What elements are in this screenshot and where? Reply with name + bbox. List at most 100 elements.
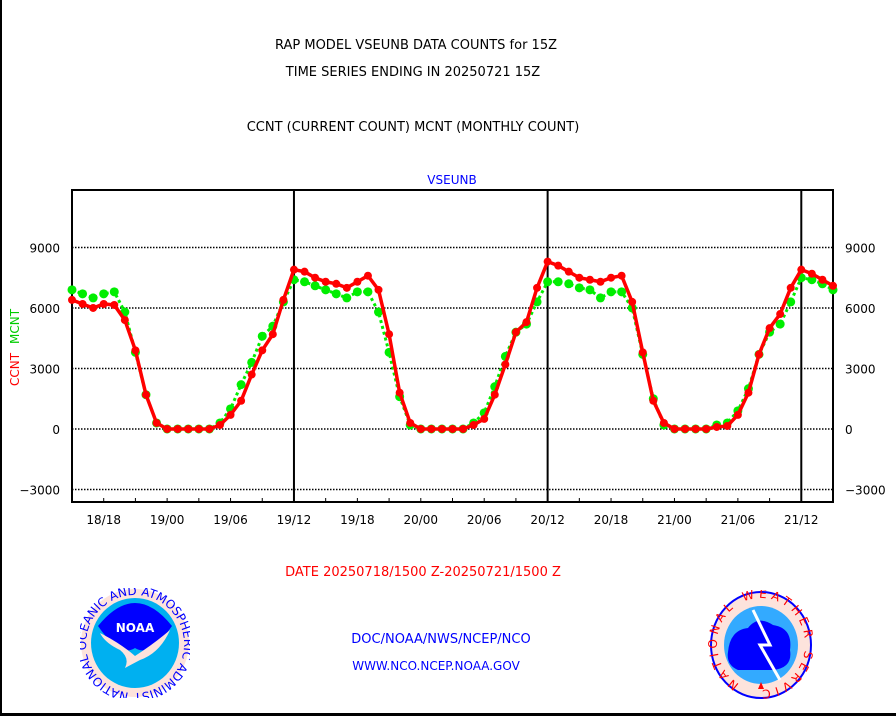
date-range: DATE 20250718/1500 Z-20250721/1500 Z [285, 565, 561, 580]
data-point-ccnt [184, 424, 193, 433]
data-point-ccnt [194, 424, 203, 433]
y-tick-label-right: 0 [845, 423, 853, 437]
data-point-ccnt [78, 299, 87, 308]
data-point-ccnt [152, 418, 161, 427]
data-point-ccnt [258, 346, 267, 355]
data-point-ccnt [712, 422, 721, 431]
data-point-mcnt [617, 287, 627, 297]
data-point-ccnt [131, 346, 140, 355]
data-point-ccnt [437, 424, 446, 433]
data-point-ccnt [829, 281, 837, 290]
data-point-ccnt [448, 424, 457, 433]
data-point-ccnt [691, 424, 700, 433]
data-point-mcnt [786, 297, 796, 307]
data-point-mcnt [374, 307, 384, 317]
plot-area-border [71, 189, 834, 503]
data-point-mcnt [585, 285, 595, 295]
ylabel-mcnt: MCNT [8, 308, 22, 344]
y-tick-label-left: 0 [52, 423, 60, 437]
chart-subtitle: TIME SERIES ENDING IN 20250721 15Z [285, 65, 541, 80]
data-point-ccnt [300, 267, 309, 276]
data-point-ccnt [279, 295, 288, 304]
data-point-ccnt [173, 424, 182, 433]
series-line-ccnt [71, 259, 834, 431]
data-point-mcnt [775, 319, 785, 329]
data-point-ccnt [374, 285, 383, 294]
data-point-ccnt [501, 360, 510, 369]
series-mcnt [67, 273, 838, 434]
data-point-ccnt [681, 424, 690, 433]
data-point-ccnt [744, 388, 753, 397]
data-point-ccnt [617, 271, 626, 280]
data-point-ccnt [511, 328, 520, 337]
data-point-ccnt [215, 420, 224, 429]
data-point-ccnt [247, 370, 256, 379]
x-tick-label: 21/06 [721, 513, 756, 527]
data-point-mcnt [363, 287, 373, 297]
series-description: CCNT (CURRENT COUNT) MCNT (MONTHLY COUNT… [246, 120, 580, 135]
data-point-mcnt [342, 293, 352, 303]
data-point-ccnt [342, 283, 351, 292]
x-tick-label: 21/12 [784, 513, 819, 527]
data-point-ccnt [596, 277, 605, 286]
data-point-ccnt [628, 297, 637, 306]
org-label: DOC/NOAA/NWS/NCEP/NCO [351, 632, 531, 647]
data-point-ccnt [427, 424, 436, 433]
data-point-mcnt [67, 285, 77, 295]
data-point-mcnt [300, 277, 310, 287]
data-point-ccnt [638, 348, 647, 357]
data-point-ccnt [765, 324, 774, 333]
data-point-mcnt [543, 277, 553, 287]
data-point-ccnt [237, 396, 246, 405]
x-tick-label: 19/18 [340, 513, 375, 527]
data-point-ccnt [395, 388, 404, 397]
x-tick-label: 18/18 [86, 513, 121, 527]
data-point-ccnt [385, 330, 394, 339]
x-tick-label: 19/06 [213, 513, 248, 527]
noaa-logo-text: NOAA [116, 621, 155, 635]
data-point-ccnt [575, 273, 584, 282]
data-point-ccnt [99, 299, 108, 308]
website-link[interactable]: WWW.NCO.NCEP.NOAA.GOV [352, 659, 520, 673]
x-tick-label: 20/06 [467, 513, 502, 527]
y-tick-label-left: 9000 [29, 241, 60, 255]
ylabel-ccnt: CCNT [8, 352, 22, 386]
data-point-ccnt [533, 283, 542, 292]
x-tick-label: 19/00 [150, 513, 185, 527]
data-point-ccnt [659, 418, 668, 427]
y-tick-label-right: 9000 [845, 241, 876, 255]
data-point-ccnt [564, 267, 573, 276]
x-tick-label: 20/18 [594, 513, 629, 527]
data-point-mcnt [247, 357, 257, 367]
data-point-ccnt [807, 269, 816, 278]
data-point-mcnt [78, 289, 88, 299]
data-point-ccnt [733, 410, 742, 419]
data-point-mcnt [257, 331, 267, 341]
chart-title: RAP MODEL VSEUNB DATA COUNTS for 15Z [274, 38, 558, 53]
data-point-ccnt [723, 421, 732, 430]
data-point-ccnt [490, 390, 499, 399]
data-point-ccnt [205, 424, 214, 433]
x-tick-label: 21/00 [657, 513, 692, 527]
data-point-ccnt [353, 277, 362, 286]
y-tick-label-left: 6000 [29, 302, 60, 316]
data-point-ccnt [141, 390, 150, 399]
data-point-ccnt [68, 295, 76, 304]
y-tick-label-left: 3000 [29, 362, 60, 376]
data-point-mcnt [88, 293, 98, 303]
data-point-ccnt [585, 275, 594, 284]
y-tick-label-left: −3000 [19, 483, 60, 497]
data-point-ccnt [755, 350, 764, 359]
data-point-mcnt [310, 281, 320, 291]
data-point-mcnt [595, 293, 605, 303]
data-point-ccnt [120, 316, 129, 325]
data-point-ccnt [332, 279, 341, 288]
data-point-mcnt [606, 287, 616, 297]
series-line-mcnt [71, 276, 834, 431]
x-tick-label: 19/12 [277, 513, 312, 527]
data-point-ccnt [670, 424, 679, 433]
data-point-ccnt [469, 420, 478, 429]
data-point-mcnt [564, 279, 574, 289]
